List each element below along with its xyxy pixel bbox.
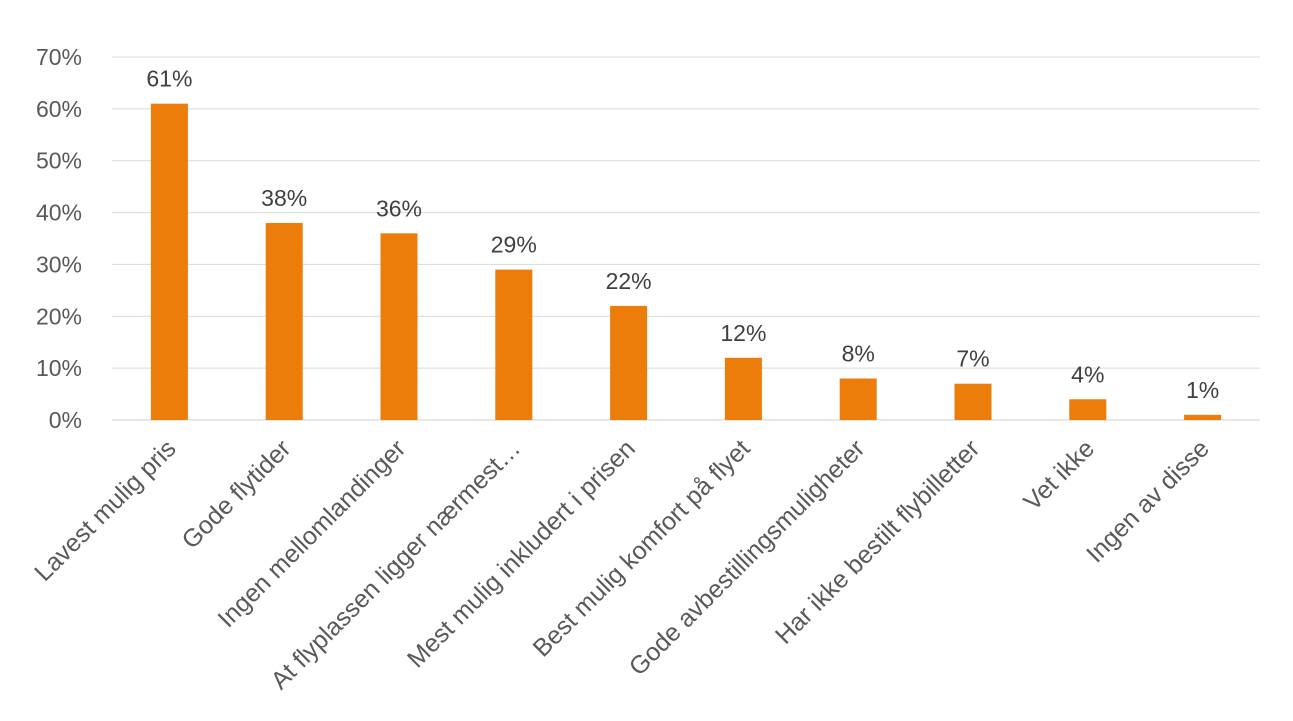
data-label: 61% [146, 66, 192, 92]
x-tick-label: Mest mulig inkludert i prisen [402, 434, 641, 673]
y-tick-label: 50% [36, 148, 82, 174]
x-tick-label: At flyplassen ligger nærmest… [266, 434, 527, 695]
y-tick-label: 30% [36, 251, 82, 277]
y-tick-label: 10% [36, 355, 82, 381]
data-label: 1% [1186, 377, 1219, 403]
bars [150, 103, 1222, 421]
y-tick-label: 70% [36, 44, 82, 70]
data-label: 29% [491, 232, 537, 258]
bar [1069, 399, 1107, 420]
data-label: 12% [720, 320, 766, 346]
x-tick-label: Har ikke bestilt flybilletter [770, 434, 985, 649]
data-label: 8% [842, 341, 875, 367]
data-label: 36% [376, 195, 422, 221]
bar [954, 383, 992, 420]
y-tick-label: 20% [36, 303, 82, 329]
bar [610, 305, 648, 420]
y-axis-tick-labels: 0% 10% 20% 30% 40% 50% 60% 70% [36, 44, 82, 433]
data-labels: 61% 38% 36% 29% 22% 12% 8% 7% 4% 1% [146, 66, 1219, 403]
y-tick-label: 40% [36, 200, 82, 226]
bar [1184, 414, 1222, 420]
bar [495, 269, 533, 420]
data-label: 7% [956, 346, 989, 372]
bar [380, 233, 418, 420]
x-tick-label: Gode avbestillingsmuligheter [624, 434, 871, 681]
bar [150, 103, 188, 421]
gridlines [112, 56, 1260, 421]
data-label: 22% [606, 268, 652, 294]
x-tick-label: Lavest mulig pris [29, 434, 181, 586]
y-tick-label: 60% [36, 96, 82, 122]
x-tick-label: Vet ikke [1018, 434, 1100, 516]
x-tick-label: Gode flytider [176, 434, 296, 554]
data-label: 4% [1071, 361, 1104, 387]
bar [839, 378, 877, 420]
x-tick-label: Ingen av disse [1081, 434, 1215, 568]
bar [265, 222, 303, 420]
x-tick-label: Ingen mellomlandinger [213, 434, 412, 633]
y-tick-label: 0% [49, 407, 82, 433]
bar [724, 357, 762, 420]
data-label: 38% [261, 185, 307, 211]
x-tick-label: Best mulig komfort på flyet [528, 434, 756, 662]
